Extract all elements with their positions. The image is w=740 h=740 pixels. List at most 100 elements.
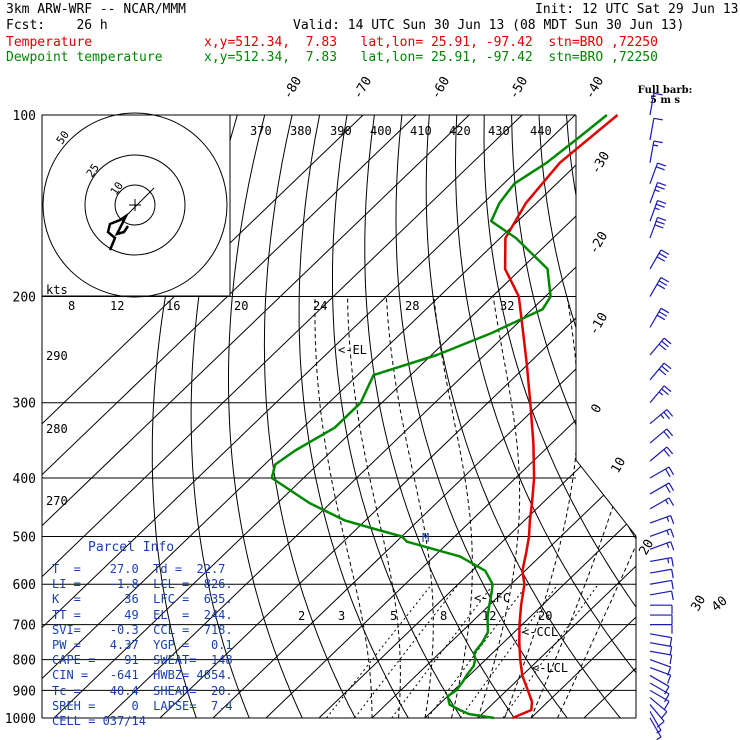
mixing-ratio-tick-label: 20 — [234, 299, 248, 313]
isotherm-line — [42, 115, 629, 718]
moist-adiabat-line — [557, 296, 636, 718]
wind-barb — [649, 199, 667, 222]
pressure-tick-label: 500 — [13, 530, 36, 545]
wind-barb-flag — [668, 497, 675, 506]
dry-adiabat-line — [620, 115, 636, 718]
wind-barb — [649, 216, 667, 239]
wind-barb-flag — [656, 256, 666, 262]
wind-barb — [649, 658, 672, 676]
wind-barb-half-flag — [665, 499, 669, 505]
wind-barb-flag — [653, 140, 663, 144]
mixing-ratio-tick-label: 16 — [166, 299, 180, 313]
wind-barb-half-flag — [656, 736, 662, 740]
wind-barb-staff — [649, 697, 668, 713]
wind-barb-flag — [661, 365, 669, 373]
lower-mixing-ratio-tick-label: 8 — [440, 609, 447, 623]
model-label: 3km ARW-WRF -- NCAR/MMM — [6, 2, 187, 17]
wind-barb-staff — [649, 200, 659, 222]
wind-barb-flag — [656, 283, 666, 290]
mixing-ratio-tick-label: 24 — [313, 299, 327, 313]
wind-barb-flag — [657, 199, 667, 205]
parcel-info-row: CELL = 037/14 — [52, 714, 146, 728]
wind-barb-staff — [649, 118, 655, 141]
wind-barb-staff — [649, 409, 668, 425]
isotherm-tick-label: -80 — [280, 74, 305, 102]
curve-layer — [270, 114, 619, 720]
wind-barb — [649, 276, 670, 297]
pressure-tick-label: 900 — [13, 684, 36, 699]
wind-barb — [650, 623, 673, 634]
wind-barb-flag — [657, 162, 667, 167]
wind-barb — [649, 633, 673, 647]
dewpoint-legend-label: Dewpoint temperature — [6, 50, 163, 65]
theta-tick-label: 290 — [46, 349, 68, 363]
wind-barb-flag — [660, 276, 670, 283]
parcel-info-row: PW = 4.37 YGP = 0.1 — [52, 638, 233, 652]
dewpoint-curve — [270, 114, 608, 720]
wind-barb-flag — [666, 428, 674, 437]
wind-barb-flag — [655, 166, 665, 171]
dry-adiabat-line — [151, 115, 211, 718]
theta-tick-label: 370 — [250, 124, 272, 138]
mixing-ratio-tick-label: 28 — [405, 299, 419, 313]
dry-adiabat-line — [425, 115, 621, 718]
wind-barb-flag — [666, 446, 674, 455]
wind-barb-flag — [664, 693, 670, 703]
wind-barb-staff — [649, 658, 671, 668]
wind-barb — [649, 385, 672, 404]
wind-barb-flag — [656, 314, 666, 321]
parcel-info-row: CIN = -641 HWBZ= 4854. — [52, 668, 233, 683]
wind-barb-flag — [655, 203, 665, 208]
wind-barb — [649, 590, 674, 601]
theta-tick-label: 280 — [46, 422, 68, 436]
el-annotation: <-EL — [338, 343, 367, 357]
lfc-annotation: <-LFC — [474, 591, 510, 605]
wind-barb-staff — [649, 482, 670, 495]
wind-barb-half-flag — [654, 207, 660, 211]
wind-barb-flag — [671, 557, 674, 567]
lcl-annotation: <-LCL — [532, 661, 568, 675]
dry-adiabat-line — [395, 115, 568, 718]
wind-barb — [649, 568, 674, 579]
wind-barb-half-flag — [656, 729, 662, 734]
theta-tick-label: 270 — [46, 494, 68, 508]
dry-adiabat-line — [704, 115, 740, 718]
isotherm-tick-label: 0 — [588, 402, 605, 416]
wind-barb-staff — [649, 497, 670, 510]
wind-barb — [649, 140, 663, 163]
wind-barb-staff — [649, 277, 662, 297]
hodograph-ring-label: 10 — [108, 179, 126, 197]
hodograph-ring — [84, 154, 186, 256]
wind-barb-flag — [666, 409, 674, 417]
wind-barb-staff — [649, 446, 668, 462]
wind-barb-flag — [658, 252, 668, 259]
pressure-tick-label: 400 — [13, 472, 36, 487]
isotherm-tick-label: -70 — [350, 74, 375, 102]
wind-barb-flag — [657, 216, 667, 222]
wind-barb-flag — [669, 654, 673, 665]
wind-barb-flag — [663, 362, 672, 370]
wind-barb-flag — [657, 181, 667, 187]
wind-barb-staff — [649, 514, 671, 524]
hodograph-trace — [106, 212, 130, 251]
isotherm-tick-label: 10 — [608, 455, 629, 476]
theta-tick-label: 430 — [488, 124, 510, 138]
temperature-curve — [503, 114, 619, 720]
wind-barb-staff — [649, 528, 671, 538]
dry-adiabat-line — [538, 115, 636, 718]
dry-adiabat-line — [298, 115, 409, 718]
wind-barb-flag — [670, 515, 675, 525]
isotherm-line — [424, 115, 636, 718]
wind-barb-flag — [671, 569, 674, 579]
wind-barb-staff — [649, 308, 662, 328]
wind-barb-flag — [665, 484, 671, 493]
wind-barb-half-flag — [666, 516, 670, 522]
ccl-annotation: <-CCL — [522, 625, 558, 639]
hodograph-ring — [42, 112, 228, 298]
wind-barb — [649, 579, 674, 590]
wind-barb — [649, 541, 675, 551]
wind-barb-staff — [649, 249, 662, 270]
wind-barb — [649, 428, 674, 444]
dry-adiabat-line — [454, 115, 636, 718]
wind-barb-flag — [658, 280, 668, 286]
